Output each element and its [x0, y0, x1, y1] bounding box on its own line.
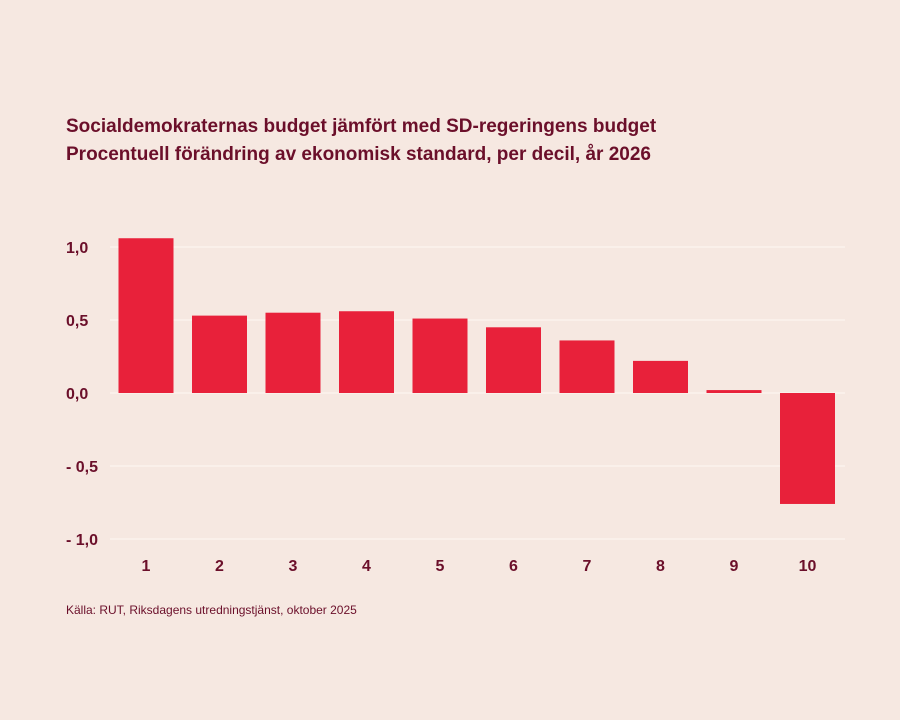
bar-decile-6: [486, 327, 541, 393]
bar-decile-3: [265, 312, 321, 393]
bar-decile-10: [780, 393, 835, 504]
y-tick-label: 0,5: [66, 313, 88, 330]
chart-title: Socialdemokraternas budget jämfört med S…: [66, 116, 657, 137]
bars: [118, 238, 835, 504]
bar-decile-9: [706, 390, 762, 393]
y-tick-label: - 1,0: [66, 532, 98, 549]
bar-decile-1: [118, 238, 174, 393]
x-tick-label: 6: [509, 558, 518, 575]
x-tick-label: 8: [656, 558, 665, 575]
chart-subtitle: Procentuell förändring av ekonomisk stan…: [66, 144, 651, 165]
bar-decile-4: [339, 311, 394, 393]
bar-decile-5: [412, 318, 468, 393]
x-tick-label: 3: [289, 558, 298, 575]
x-tick-label: 7: [583, 558, 592, 575]
y-axis-ticks: 1,0 0,5 0,0 - 0,5 - 1,0: [66, 240, 98, 549]
x-axis-ticks: 1 2 3 4 5 6 7 8 9 10: [142, 558, 817, 575]
x-tick-label: 1: [142, 558, 151, 575]
x-tick-label: 2: [215, 558, 224, 575]
x-tick-label: 9: [730, 558, 739, 575]
bar-decile-2: [192, 315, 247, 393]
y-tick-label: - 0,5: [66, 459, 98, 476]
x-tick-label: 10: [799, 558, 817, 575]
bar-decile-8: [633, 360, 688, 393]
x-tick-label: 4: [362, 558, 371, 575]
y-tick-label: 0,0: [66, 386, 88, 403]
x-tick-label: 5: [436, 558, 445, 575]
bar-decile-7: [559, 340, 615, 393]
y-tick-label: 1,0: [66, 240, 88, 257]
source-note: Källa: RUT, Riksdagens utredningstjänst,…: [66, 603, 357, 617]
